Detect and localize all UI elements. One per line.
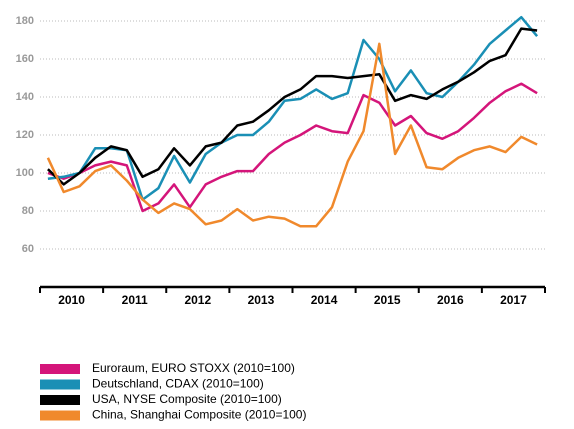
x-tick-label: 2010 [58, 293, 85, 307]
x-tick-label: 2011 [122, 293, 148, 307]
x-tick-label: 2012 [184, 293, 211, 307]
legend-label: China, Shanghai Composite (2010=100) [92, 408, 306, 422]
y-tick-label: 140 [16, 91, 34, 103]
legend-label: Deutschland, CDAX (2010=100) [92, 377, 264, 391]
legend-swatch [40, 364, 80, 374]
legend-swatch [40, 410, 80, 421]
y-tick-label: 180 [16, 15, 34, 27]
y-tick-label: 60 [22, 243, 34, 255]
x-tick-label: 2015 [374, 293, 401, 307]
y-tick-label: 160 [16, 53, 34, 65]
legend-label: Euroraum, EURO STOXX (2010=100) [92, 361, 295, 375]
legend-label: USA, NYSE Composite (2010=100) [92, 392, 282, 406]
x-tick-label: 2017 [500, 293, 527, 307]
series-line [46, 42, 538, 228]
x-tick-label: 2016 [437, 293, 464, 307]
series-line [47, 82, 538, 213]
y-tick-label: 80 [22, 205, 34, 217]
series-line [47, 27, 538, 186]
x-tick-label: 2014 [311, 293, 338, 307]
series-line [47, 15, 539, 201]
legend-swatch [40, 395, 80, 405]
y-tick-label: 120 [16, 129, 34, 141]
x-tick-label: 2013 [248, 293, 275, 307]
legend-swatch [40, 379, 80, 390]
y-tick-label: 100 [16, 167, 34, 179]
